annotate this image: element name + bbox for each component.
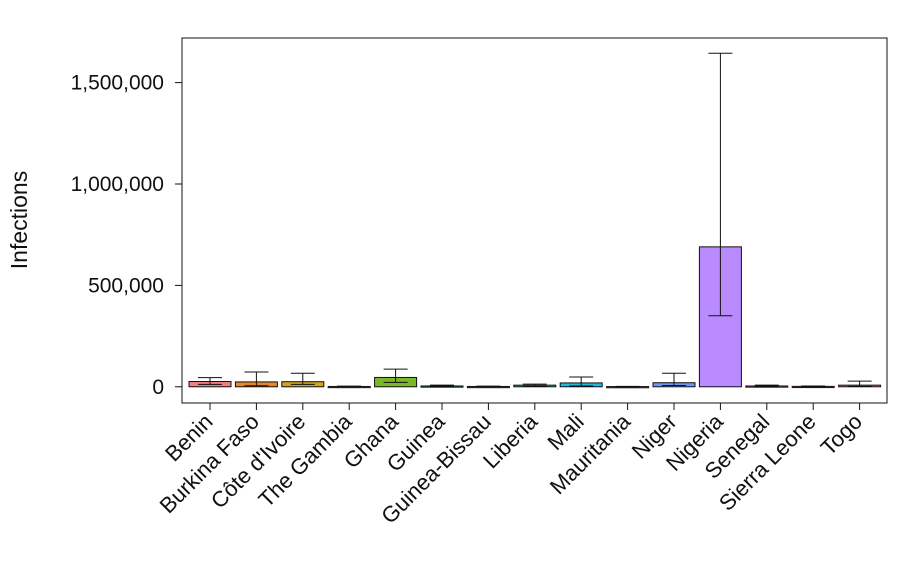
y-tick-label: 0 [152,376,164,399]
y-tick-label: 1,000,000 [71,173,164,196]
x-tick-label: Togo [816,409,867,460]
plot-frame [181,37,888,404]
y-axis-label: Infections [6,171,32,269]
y-tick-label: 1,500,000 [71,72,164,95]
y-tick-label: 500,000 [88,274,164,297]
x-tick-label: Liberia [478,408,543,473]
